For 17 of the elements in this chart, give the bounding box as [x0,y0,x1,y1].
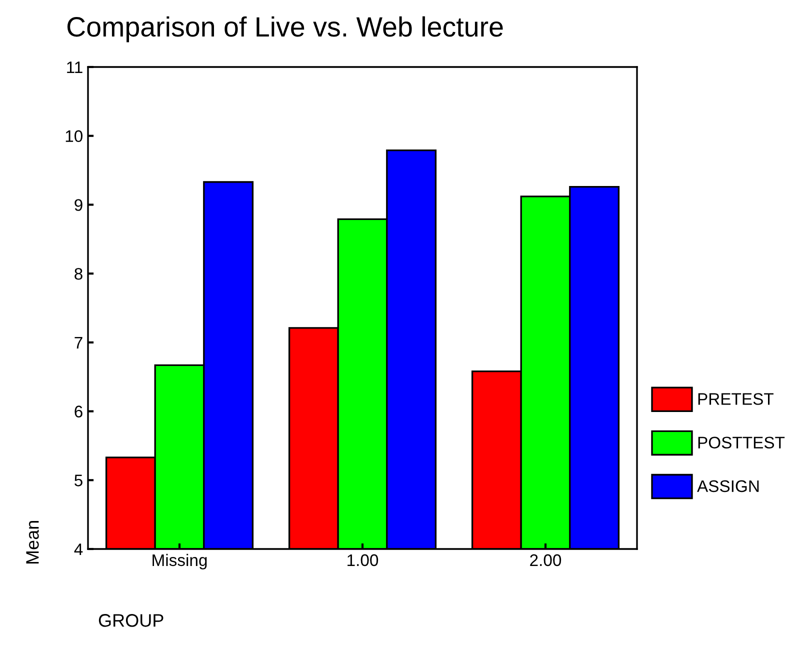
y-tick-label: 5 [74,474,82,486]
x-tick-label: Missing [152,554,207,570]
y-tick-label: 4 [74,544,83,556]
legend-label: POSTTEST [698,436,785,448]
y-axis-title: Mean [26,521,39,564]
x-tick-label: 2.00 [530,554,562,566]
x-tick-label: 1.00 [348,554,378,566]
y-tick-label: 7 [74,337,82,348]
y-tick-label: 11 [67,62,82,74]
y-tick-label: 10 [66,130,82,142]
x-axis-title: GROUP [98,614,164,627]
y-tick-label: 8 [74,268,82,280]
chart-title: Comparison of Live vs. Web lecture [67,16,503,42]
y-tick-label: 9 [74,199,82,211]
y-tick-label: 6 [74,406,82,418]
legend-label: PRETEST [698,393,774,405]
legend-label: ASSIGN [697,480,759,492]
